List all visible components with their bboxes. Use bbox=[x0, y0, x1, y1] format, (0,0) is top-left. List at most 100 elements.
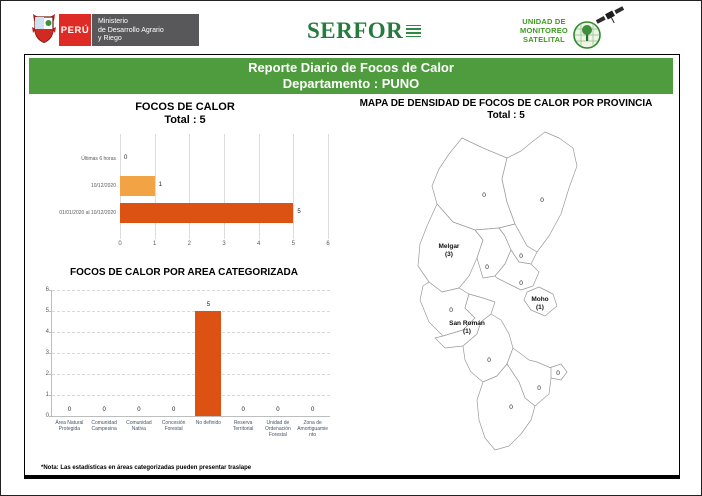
gridline bbox=[52, 374, 330, 375]
y-tick-mark bbox=[49, 395, 52, 396]
gridline bbox=[52, 311, 330, 312]
province-count-zero: 0 bbox=[449, 307, 453, 314]
category-label: 10/12/2020 bbox=[90, 182, 116, 189]
map-province-moho bbox=[523, 286, 558, 317]
province-count-zero: 0 bbox=[482, 192, 486, 199]
y-tick-mark bbox=[49, 290, 52, 291]
puno-province-map: 0 0 0 0 0 0 0 0 0 0 Melgar (3) Moho (1) … bbox=[417, 131, 578, 451]
province-count-zero: 0 bbox=[485, 264, 489, 271]
map-province-chucuito bbox=[476, 363, 536, 451]
category-label: Comunidad Nativa bbox=[126, 420, 152, 432]
y-tick-label: 0 bbox=[45, 412, 49, 419]
gridline bbox=[224, 134, 225, 239]
y-tick-label: 3 bbox=[45, 349, 49, 356]
category-label: Zona de Amortiguamiento bbox=[297, 420, 329, 438]
ums-line: SATELITAL bbox=[523, 35, 565, 44]
x-tick-label: 1 bbox=[152, 241, 157, 247]
category-label: No definido bbox=[195, 420, 222, 426]
value-label: 0 bbox=[137, 407, 141, 413]
peru-logo: PERÚ bbox=[59, 14, 91, 46]
serfor-wordmark: SERFOR bbox=[307, 18, 404, 43]
hbar-chart-title-text: FOCOS DE CALOR bbox=[135, 101, 235, 113]
province-value-moho: (1) bbox=[536, 304, 544, 311]
province-label-melgar: Melgar bbox=[439, 243, 460, 250]
hbar-chart-title: FOCOS DE CALOR Total : 5 bbox=[85, 101, 285, 127]
vbar-plot: 0 1 2 3 4 5 6 0 Área Natural Protegida 0 Comunidad… bbox=[46, 287, 330, 438]
footnote: *Nota: Las estadísticas en áreas categor… bbox=[41, 465, 252, 471]
category-label: Últimas 6 horas bbox=[81, 155, 116, 162]
ums-logo-text: UNIDAD DE MONITOREO SATELITAL bbox=[509, 17, 579, 44]
province-count-zero: 0 bbox=[537, 385, 541, 392]
map-province-san-roman bbox=[434, 293, 496, 349]
province-value-san-roman: (1) bbox=[463, 328, 471, 335]
ministry-line: y Riego bbox=[98, 35, 122, 42]
map-province-sandia bbox=[501, 131, 578, 253]
ministry-line: de Desarrollo Agrario bbox=[98, 26, 164, 34]
x-tick-label: 4 bbox=[256, 241, 261, 247]
category-label: Reserva Territorial bbox=[232, 420, 254, 432]
category-label: Comunidad Campesina bbox=[91, 420, 117, 432]
category-label: Concesión Forestal bbox=[161, 420, 186, 432]
ums-globe-icon bbox=[573, 21, 601, 49]
province-value-melgar: (3) bbox=[445, 251, 453, 258]
y-tick-label: 1 bbox=[45, 391, 49, 398]
map-title-text: MAPA DE DENSIDAD DE FOCOS DE CALOR POR P… bbox=[359, 98, 653, 109]
value-label: 5 bbox=[297, 209, 301, 215]
y-tick-label: 2 bbox=[45, 370, 49, 377]
peru-coat-of-arms-icon bbox=[32, 14, 56, 44]
x-tick-label: 2 bbox=[187, 241, 191, 247]
category-label: Unidad de Ordenación Forestal bbox=[264, 420, 291, 438]
province-label-moho: Moho bbox=[531, 296, 548, 303]
hbar-chart-subtitle: Total : 5 bbox=[164, 114, 206, 126]
province-label-san-roman: San Román bbox=[449, 320, 485, 327]
value-label: 0 bbox=[241, 407, 245, 413]
x-tick-label: 6 bbox=[326, 241, 330, 247]
gridline bbox=[52, 353, 330, 354]
y-tick-label: 4 bbox=[45, 328, 49, 335]
bar bbox=[120, 176, 155, 196]
category-label: Área Natural Protegida bbox=[55, 420, 84, 432]
peru-label: PERÚ bbox=[60, 24, 90, 36]
gridline bbox=[52, 332, 330, 333]
value-label: 0 bbox=[124, 155, 128, 161]
province-count-zero: 0 bbox=[519, 280, 523, 287]
gridline bbox=[293, 134, 295, 239]
report-title-line1: Reporte Diario de Focos de Calor bbox=[248, 60, 454, 75]
vbar-chart-title: FOCOS DE CALOR POR AREA CATEGORIZADA bbox=[70, 267, 298, 278]
y-tick-mark bbox=[49, 353, 52, 354]
category-label: 01/01/2020 al 10/12/2020 bbox=[59, 209, 116, 216]
ministry-line: Ministerio bbox=[98, 18, 128, 25]
province-count-zero: 0 bbox=[519, 253, 523, 260]
ums-line: UNIDAD DE bbox=[522, 17, 566, 26]
x-tick-label: 0 bbox=[118, 241, 122, 247]
gridline bbox=[258, 134, 260, 239]
value-label: 5 bbox=[206, 302, 211, 308]
y-tick-label: 6 bbox=[45, 286, 49, 293]
map-province-huancane bbox=[494, 249, 540, 291]
gridline bbox=[52, 290, 330, 291]
report-frame bbox=[24, 54, 680, 479]
gridline bbox=[328, 134, 329, 239]
y-tick-mark bbox=[49, 416, 52, 417]
bar bbox=[120, 203, 294, 223]
hbar-plot: 0 1 2 3 4 5 6 Últimas 6 horas 0 10/12/2020 1 01/01/… bbox=[59, 134, 330, 247]
value-label: 1 bbox=[158, 182, 162, 188]
value-label: 0 bbox=[276, 407, 280, 413]
value-label: 0 bbox=[67, 407, 72, 413]
bar bbox=[195, 311, 222, 416]
y-tick-mark bbox=[49, 332, 52, 333]
x-tick-label: 5 bbox=[291, 241, 295, 247]
y-tick-label: 5 bbox=[45, 307, 49, 314]
map-title: MAPA DE DENSIDAD DE FOCOS DE CALOR POR P… bbox=[358, 98, 654, 122]
province-count-zero: 0 bbox=[509, 404, 513, 411]
x-tick-label: 3 bbox=[222, 241, 226, 247]
ministry-logo: Ministerio de Desarrollo Agrario y Riego bbox=[92, 14, 199, 46]
province-count-zero: 0 bbox=[556, 370, 560, 377]
serfor-logo: SERFOR bbox=[307, 18, 422, 43]
y-tick-mark bbox=[49, 374, 52, 375]
y-tick-mark bbox=[49, 311, 52, 312]
map-subtitle: Total : 5 bbox=[487, 110, 525, 121]
ums-line: MONITOREO bbox=[520, 26, 568, 35]
report-title-bar: Reporte Diario de Focos de Calor Departa… bbox=[29, 58, 673, 94]
